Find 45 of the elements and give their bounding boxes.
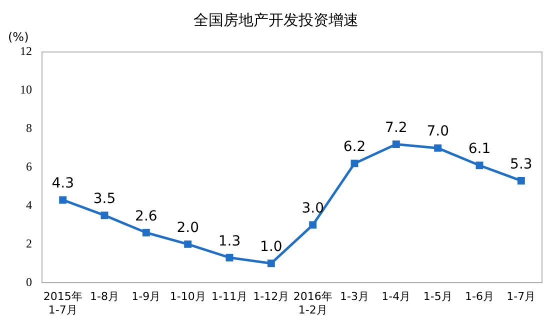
data-label: 2.0: [176, 220, 199, 236]
point: [309, 221, 317, 229]
point: [267, 260, 275, 268]
point: [517, 177, 525, 184]
data-label: 7.0: [426, 124, 449, 140]
x-tick-label: 1-11月: [212, 290, 248, 304]
point: [142, 228, 150, 236]
y-tick-label: 8: [26, 121, 32, 136]
x-tick-label: 1-4月: [382, 290, 411, 304]
y-axis-title: (%): [8, 30, 29, 44]
point: [350, 160, 358, 168]
x-tick-label: 1-3月: [340, 290, 369, 304]
x-tick-label: 1-10月: [170, 290, 206, 304]
data-label: 3.0: [302, 200, 324, 217]
data-label: 6.2: [343, 139, 366, 156]
data-label: 5.3: [510, 156, 532, 172]
y-tick-label: 0: [26, 274, 32, 289]
data-label: 4.3: [52, 176, 74, 192]
x-tick-label: 1-9月: [132, 290, 161, 304]
point: [59, 196, 67, 204]
y-tick-label: 10: [20, 82, 32, 97]
x-tick-label: 1-5月: [423, 290, 452, 304]
data-label: 7.2: [385, 120, 408, 136]
data-label: 3.5: [93, 190, 116, 207]
x-tick-label: 2016年 1-2月: [293, 290, 332, 316]
point: [434, 144, 442, 152]
x-tick-label: 1-12月: [253, 290, 290, 304]
x-tick-label: 1-7月: [506, 290, 536, 304]
point: [184, 240, 192, 248]
point: [476, 162, 484, 170]
chart-title: 全国房地产开发投资增速: [194, 10, 358, 29]
y-tick-label: 4: [26, 198, 32, 212]
y-tick-label: 6: [26, 159, 32, 174]
y-tick-label: 2: [26, 236, 32, 250]
data-label: 2.6: [135, 208, 158, 224]
y-tick-label: 12: [20, 44, 32, 58]
point: [392, 140, 400, 148]
x-tick-label: 1-6月: [465, 290, 494, 304]
x-tick-label: 1-8月: [90, 290, 119, 304]
x-tick-label: 2015年 1-7月: [43, 290, 82, 316]
data-label: 1.0: [260, 239, 282, 256]
point: [100, 212, 108, 220]
data-label: 6.1: [468, 141, 491, 158]
data-label: 1.3: [218, 233, 241, 250]
point: [226, 254, 234, 262]
